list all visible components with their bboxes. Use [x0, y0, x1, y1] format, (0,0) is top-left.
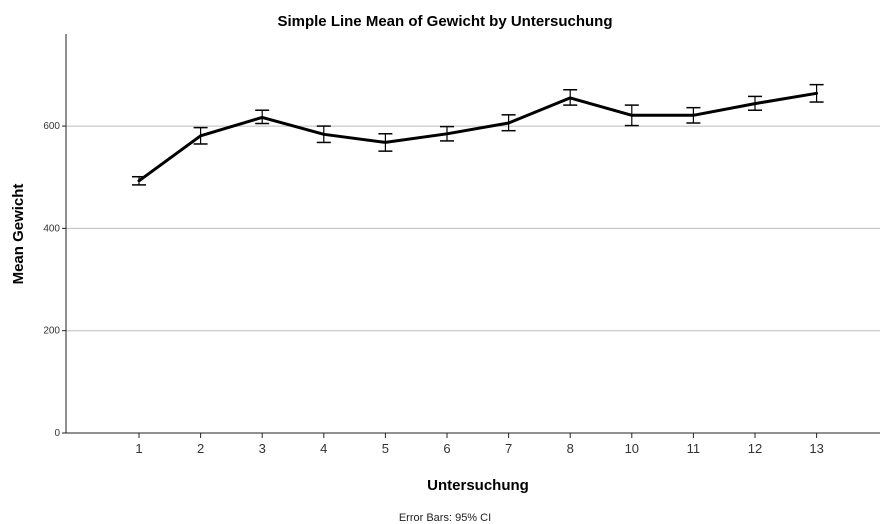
x-tick-label: 7 — [505, 441, 512, 456]
x-tick-label: 2 — [197, 441, 204, 456]
error-bars-footnote: Error Bars: 95% CI — [399, 512, 491, 524]
series-lines — [137, 91, 819, 183]
x-tick-label: 8 — [567, 441, 574, 456]
x-tick-label: 1 — [135, 441, 142, 456]
y-tick-label: 0 — [54, 428, 60, 439]
y-axis-title: Mean Gewicht — [10, 184, 27, 285]
x-tick-label: 13 — [809, 441, 823, 456]
x-tick-label: 11 — [687, 441, 701, 456]
gridlines — [62, 125, 880, 434]
y-tick-labels: 0 200 400 600 — [43, 121, 60, 439]
x-tick-label: 12 — [748, 441, 762, 456]
x-axis-title: Untersuchung — [427, 477, 529, 494]
series-line — [137, 91, 819, 183]
x-tick-label: 6 — [443, 441, 450, 456]
x-tick-label: 10 — [625, 441, 639, 456]
x-tick-label: 3 — [259, 441, 266, 456]
y-tick-label: 600 — [43, 121, 60, 132]
x-tick-labels: 1 2 3 4 5 6 7 8 10 11 12 13 — [135, 433, 824, 456]
y-tick-label: 400 — [43, 223, 60, 234]
axes — [65, 34, 880, 434]
x-tick-label: 4 — [320, 441, 327, 456]
error-bars — [132, 83, 824, 186]
y-tick-label: 200 — [43, 326, 60, 337]
x-tick-label: 5 — [382, 441, 389, 456]
chart-title: Simple Line Mean of Gewicht by Untersuch… — [277, 13, 612, 30]
